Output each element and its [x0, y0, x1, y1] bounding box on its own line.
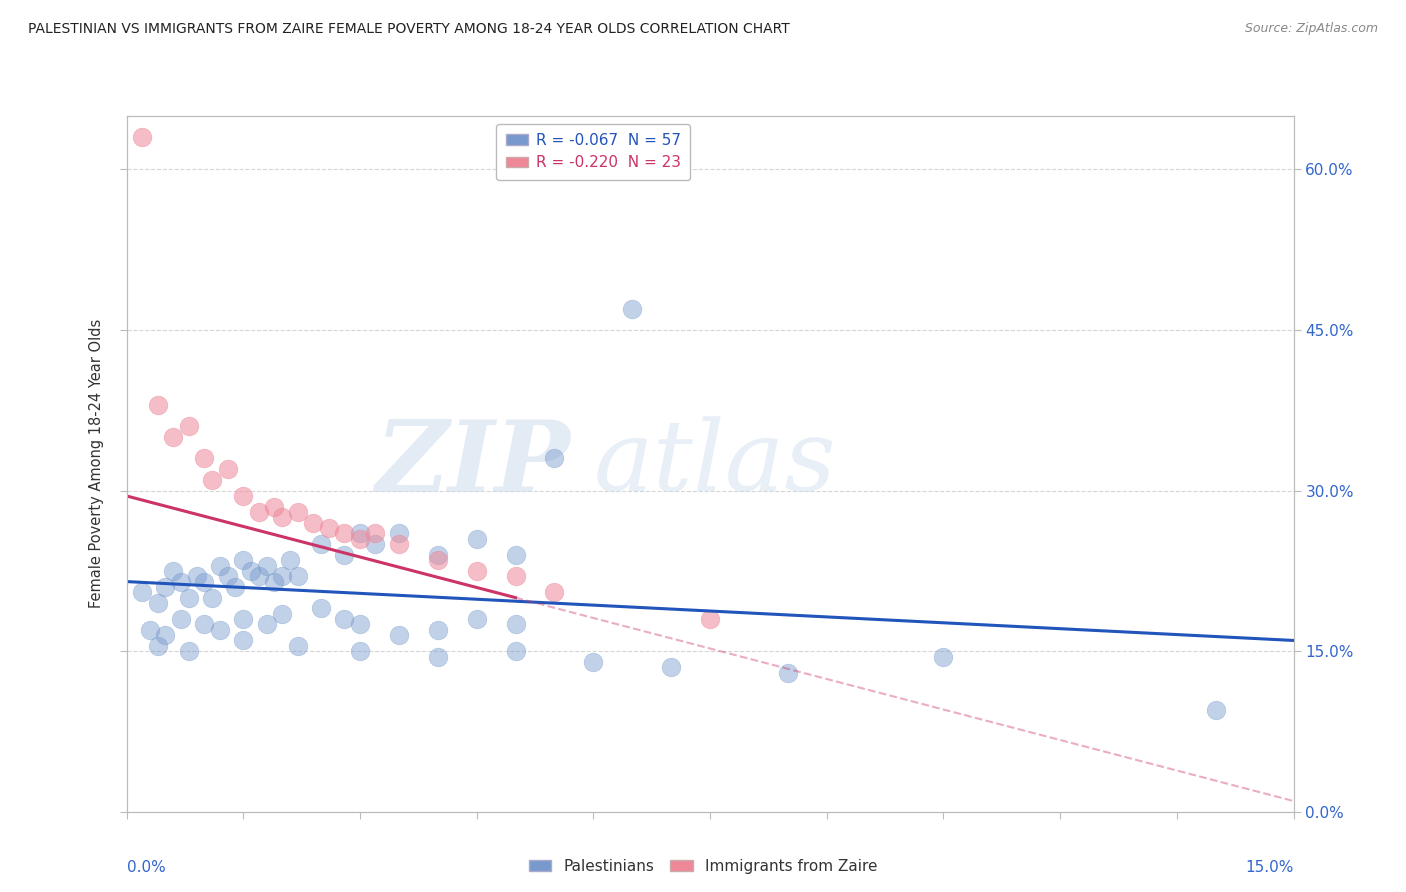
Point: [388, 537, 411, 551]
Point: [426, 548, 449, 562]
Point: [465, 532, 488, 546]
Point: [388, 526, 411, 541]
Point: [621, 301, 644, 316]
Point: [309, 601, 332, 615]
Text: 0.0%: 0.0%: [127, 861, 166, 875]
Point: [388, 628, 411, 642]
Point: [333, 548, 356, 562]
Point: [131, 585, 153, 599]
Point: [170, 574, 193, 589]
Point: [131, 130, 153, 145]
Point: [247, 569, 270, 583]
Point: [146, 639, 169, 653]
Point: [1205, 703, 1227, 717]
Legend: Palestinians, Immigrants from Zaire: Palestinians, Immigrants from Zaire: [523, 853, 883, 880]
Point: [287, 505, 309, 519]
Point: [505, 548, 527, 562]
Point: [302, 516, 325, 530]
Point: [505, 569, 527, 583]
Point: [162, 564, 184, 578]
Point: [232, 633, 254, 648]
Point: [349, 532, 371, 546]
Point: [333, 612, 356, 626]
Text: 15.0%: 15.0%: [1246, 861, 1294, 875]
Legend: R = -0.067  N = 57, R = -0.220  N = 23: R = -0.067 N = 57, R = -0.220 N = 23: [496, 124, 690, 179]
Point: [505, 617, 527, 632]
Point: [309, 537, 332, 551]
Point: [271, 569, 294, 583]
Point: [217, 462, 239, 476]
Point: [278, 553, 301, 567]
Point: [287, 569, 309, 583]
Point: [201, 591, 224, 605]
Text: ZIP: ZIP: [375, 416, 569, 512]
Point: [146, 596, 169, 610]
Point: [364, 526, 387, 541]
Point: [170, 612, 193, 626]
Point: [263, 574, 285, 589]
Point: [208, 623, 231, 637]
Point: [139, 623, 162, 637]
Point: [155, 580, 177, 594]
Point: [155, 628, 177, 642]
Point: [256, 558, 278, 573]
Point: [162, 430, 184, 444]
Point: [240, 564, 263, 578]
Point: [208, 558, 231, 573]
Point: [349, 526, 371, 541]
Point: [271, 510, 294, 524]
Point: [465, 612, 488, 626]
Point: [426, 623, 449, 637]
Point: [364, 537, 387, 551]
Point: [256, 617, 278, 632]
Point: [699, 612, 721, 626]
Point: [271, 607, 294, 621]
Point: [349, 617, 371, 632]
Text: Source: ZipAtlas.com: Source: ZipAtlas.com: [1244, 22, 1378, 36]
Point: [932, 649, 955, 664]
Point: [426, 553, 449, 567]
Point: [232, 489, 254, 503]
Point: [177, 644, 200, 658]
Point: [177, 591, 200, 605]
Point: [263, 500, 285, 514]
Point: [543, 451, 565, 466]
Point: [232, 612, 254, 626]
Point: [146, 398, 169, 412]
Point: [543, 585, 565, 599]
Point: [232, 553, 254, 567]
Point: [177, 419, 200, 434]
Point: [659, 660, 682, 674]
Text: atlas: atlas: [593, 417, 837, 511]
Point: [776, 665, 799, 680]
Point: [333, 526, 356, 541]
Point: [193, 574, 215, 589]
Point: [224, 580, 246, 594]
Text: PALESTINIAN VS IMMIGRANTS FROM ZAIRE FEMALE POVERTY AMONG 18-24 YEAR OLDS CORREL: PALESTINIAN VS IMMIGRANTS FROM ZAIRE FEM…: [28, 22, 790, 37]
Point: [465, 564, 488, 578]
Point: [217, 569, 239, 583]
Point: [505, 644, 527, 658]
Point: [426, 649, 449, 664]
Point: [186, 569, 208, 583]
Point: [247, 505, 270, 519]
Point: [201, 473, 224, 487]
Point: [287, 639, 309, 653]
Point: [318, 521, 340, 535]
Point: [582, 655, 605, 669]
Y-axis label: Female Poverty Among 18-24 Year Olds: Female Poverty Among 18-24 Year Olds: [89, 319, 104, 608]
Point: [193, 451, 215, 466]
Point: [349, 644, 371, 658]
Point: [193, 617, 215, 632]
